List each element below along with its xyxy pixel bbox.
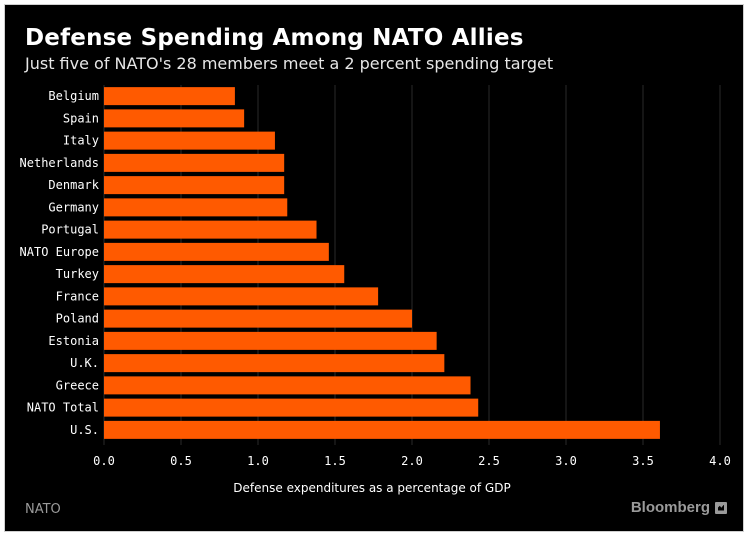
category-label: Netherlands: [20, 156, 99, 170]
bloomberg-logo-icon: [715, 501, 727, 514]
brand-name: Bloomberg: [630, 499, 710, 516]
category-label: Greece: [56, 378, 99, 392]
chart-title: Defense Spending Among NATO Allies: [25, 25, 524, 51]
bar-chart: Belgium Spain Italy Netherlands Denmark Germa…: [20, 85, 731, 495]
bar: [104, 398, 479, 417]
bar: [104, 153, 285, 172]
category-label: Poland: [56, 312, 99, 326]
x-axis-label: Defense expenditures as a percentage of …: [233, 481, 510, 495]
bar: [104, 242, 329, 261]
bar: [104, 131, 275, 150]
category-label: U.K.: [70, 356, 99, 370]
category-label: Italy: [63, 134, 99, 148]
source-note: NATO: [25, 502, 61, 517]
x-tick-label: 2.5: [478, 454, 500, 468]
brand-mark: Bloomberg: [631, 499, 727, 516]
bar: [104, 109, 245, 128]
x-tick-label: 0.5: [170, 454, 192, 468]
category-label: Spain: [63, 111, 99, 125]
category-label: Belgium: [48, 89, 99, 103]
x-tick-label: 3.5: [632, 454, 654, 468]
category-label: Germany: [48, 200, 99, 214]
x-tick-label: 1.0: [247, 454, 269, 468]
bar: [104, 87, 235, 106]
bar: [104, 309, 412, 328]
category-label: Estonia: [48, 334, 99, 348]
x-tick-label: 2.0: [401, 454, 423, 468]
bar: [104, 376, 471, 395]
x-tick-label: 3.0: [555, 454, 577, 468]
category-label: NATO Europe: [20, 245, 99, 259]
category-label: Denmark: [48, 178, 99, 192]
category-label: Portugal: [41, 223, 99, 237]
bar: [104, 287, 379, 306]
chart-subtitle: Just five of NATO's 28 members meet a 2 …: [25, 54, 554, 73]
bar-layer: [104, 87, 660, 439]
x-tick-label: 1.5: [324, 454, 346, 468]
bar: [104, 220, 317, 239]
bar: [104, 198, 288, 217]
bar: [104, 420, 660, 439]
category-label-layer: Belgium Spain Italy Netherlands Denmark Germa…: [20, 89, 100, 437]
bar: [104, 331, 437, 350]
category-label: NATO Total: [27, 401, 99, 415]
category-label: France: [56, 289, 99, 303]
category-label: Turkey: [56, 267, 99, 281]
bar: [104, 354, 445, 373]
bar: [104, 265, 345, 284]
chart-frame: Defense Spending Among NATO Allies Just …: [4, 4, 744, 532]
category-label: U.S.: [70, 423, 99, 437]
x-tick-layer: 0.0 0.5 1.0 1.5 2.0 2.5 3.0 3.5 4.0: [93, 454, 731, 468]
x-tick-label: 0.0: [93, 454, 115, 468]
bar: [104, 176, 285, 195]
x-tick-label: 4.0: [709, 454, 731, 468]
